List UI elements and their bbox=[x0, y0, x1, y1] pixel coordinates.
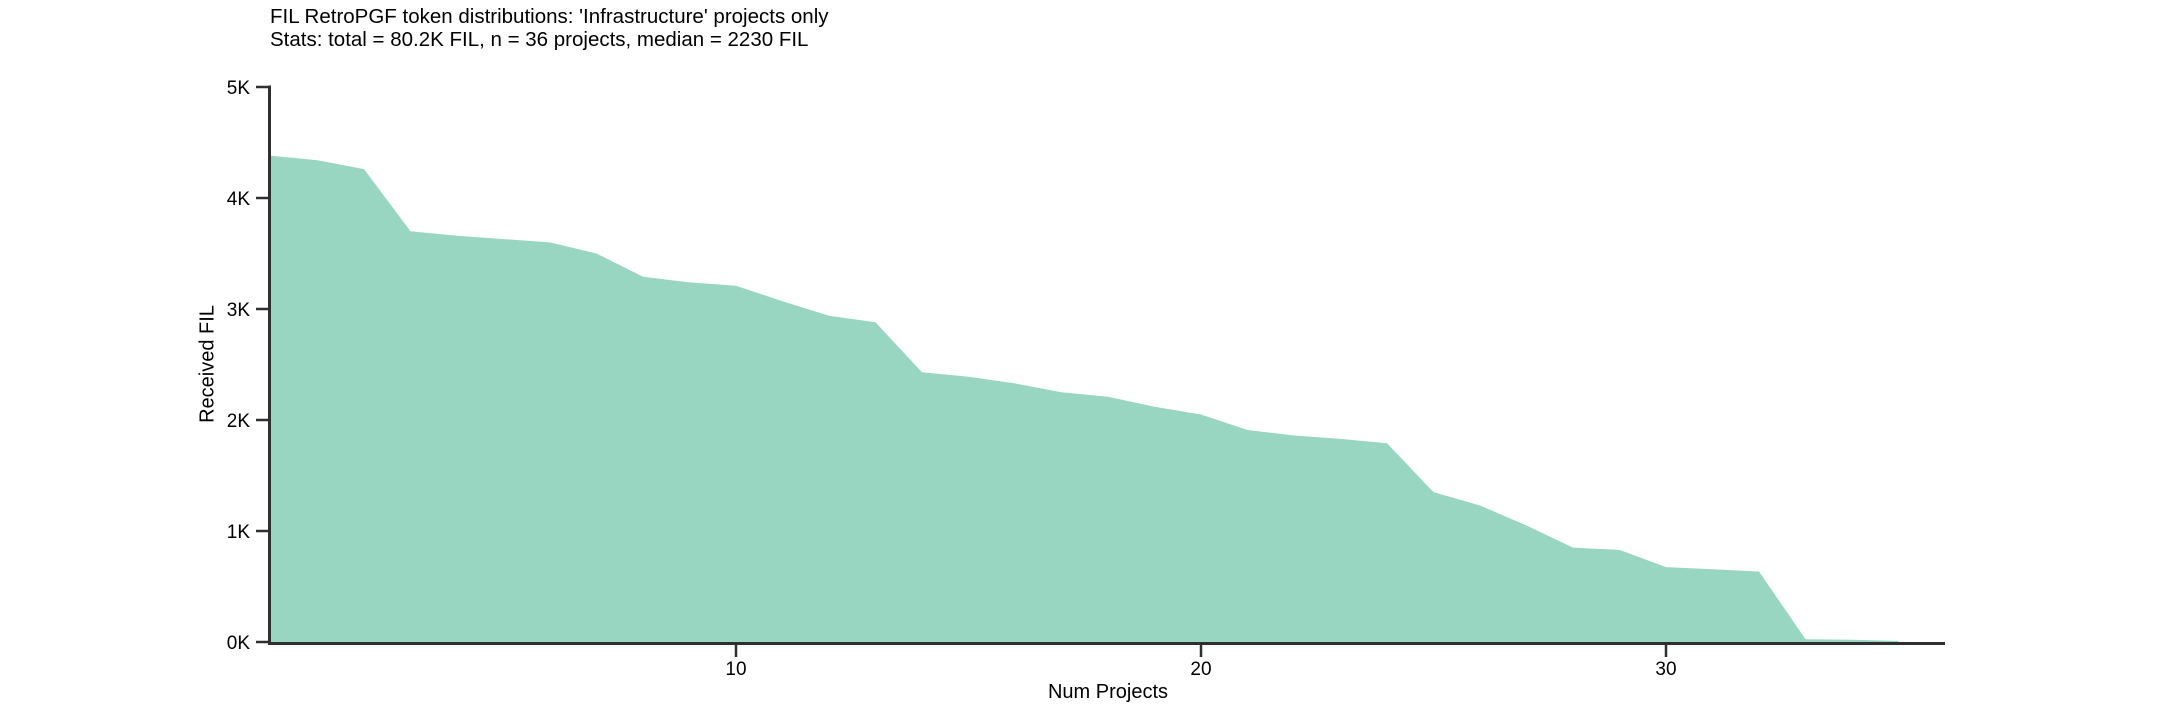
y-tick-label: 4K bbox=[227, 189, 251, 210]
y-tick-label: 1K bbox=[227, 522, 251, 543]
x-tick-label: 30 bbox=[1655, 659, 1676, 680]
y-axis-title: Received FIL bbox=[196, 305, 219, 423]
chart-title: FIL RetroPGF token distributions: 'Infra… bbox=[270, 5, 829, 28]
y-tick-label: 2K bbox=[227, 411, 251, 432]
chart-title-block: FIL RetroPGF token distributions: 'Infra… bbox=[270, 5, 829, 51]
y-tick-label: 5K bbox=[227, 78, 251, 99]
area-series[interactable] bbox=[271, 155, 1899, 643]
y-tick-label: 0K bbox=[227, 633, 251, 654]
x-tick-label: 20 bbox=[1190, 659, 1211, 680]
x-axis-title: Num Projects bbox=[1047, 681, 1169, 703]
x-tick-label: 10 bbox=[725, 659, 746, 680]
chart-subtitle: Stats: total = 80.2K FIL, n = 36 project… bbox=[270, 28, 809, 51]
y-tick-label: 3K bbox=[227, 300, 251, 321]
